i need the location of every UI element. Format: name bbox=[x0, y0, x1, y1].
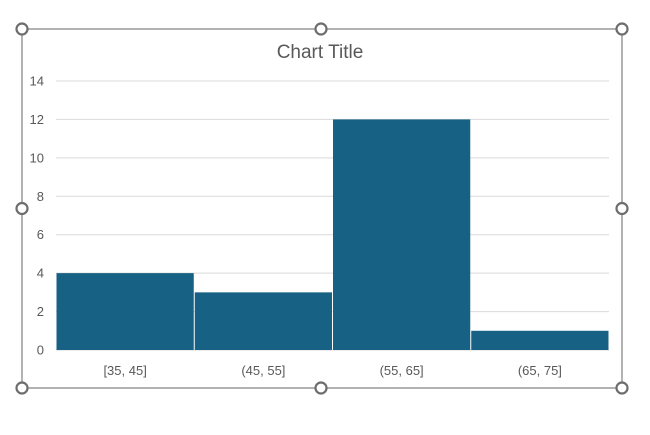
resize-handle-middle-right[interactable] bbox=[615, 201, 629, 216]
y-axis-ticks: 0 2 4 6 8 10 12 14 bbox=[30, 74, 44, 358]
resize-handle-bottom-left[interactable] bbox=[15, 381, 29, 395]
x-axis-ticks: [35, 45] (45, 55] (55, 65] (65, 75] bbox=[103, 363, 561, 378]
x-tick-label: (45, 55] bbox=[241, 363, 285, 378]
y-tick-label: 10 bbox=[30, 150, 44, 165]
resize-handle-top-right[interactable] bbox=[615, 22, 629, 36]
y-tick-label: 12 bbox=[30, 112, 44, 127]
resize-handles[interactable] bbox=[15, 22, 629, 395]
histogram-bars bbox=[56, 119, 609, 350]
histogram-bar[interactable] bbox=[56, 273, 194, 350]
y-tick-label: 14 bbox=[30, 74, 44, 89]
resize-handle-middle-left[interactable] bbox=[15, 201, 29, 216]
chart-title[interactable]: Chart Title bbox=[277, 42, 364, 63]
resize-handle-top-left[interactable] bbox=[15, 22, 29, 36]
y-tick-label: 8 bbox=[37, 189, 44, 204]
y-tick-label: 4 bbox=[37, 266, 44, 281]
resize-handle-bottom-right[interactable] bbox=[615, 381, 629, 395]
histogram-bar[interactable] bbox=[333, 119, 471, 350]
histogram-bar[interactable] bbox=[471, 330, 609, 350]
x-tick-label: [35, 45] bbox=[103, 363, 146, 378]
resize-handle-top-center[interactable] bbox=[314, 22, 328, 36]
y-tick-label: 6 bbox=[37, 227, 44, 242]
x-tick-label: (65, 75] bbox=[518, 363, 562, 378]
histogram-bar[interactable] bbox=[194, 292, 332, 350]
x-tick-label: (55, 65] bbox=[380, 363, 424, 378]
y-tick-label: 2 bbox=[37, 304, 44, 319]
resize-handle-bottom-center[interactable] bbox=[314, 381, 328, 395]
y-tick-label: 0 bbox=[37, 343, 44, 358]
